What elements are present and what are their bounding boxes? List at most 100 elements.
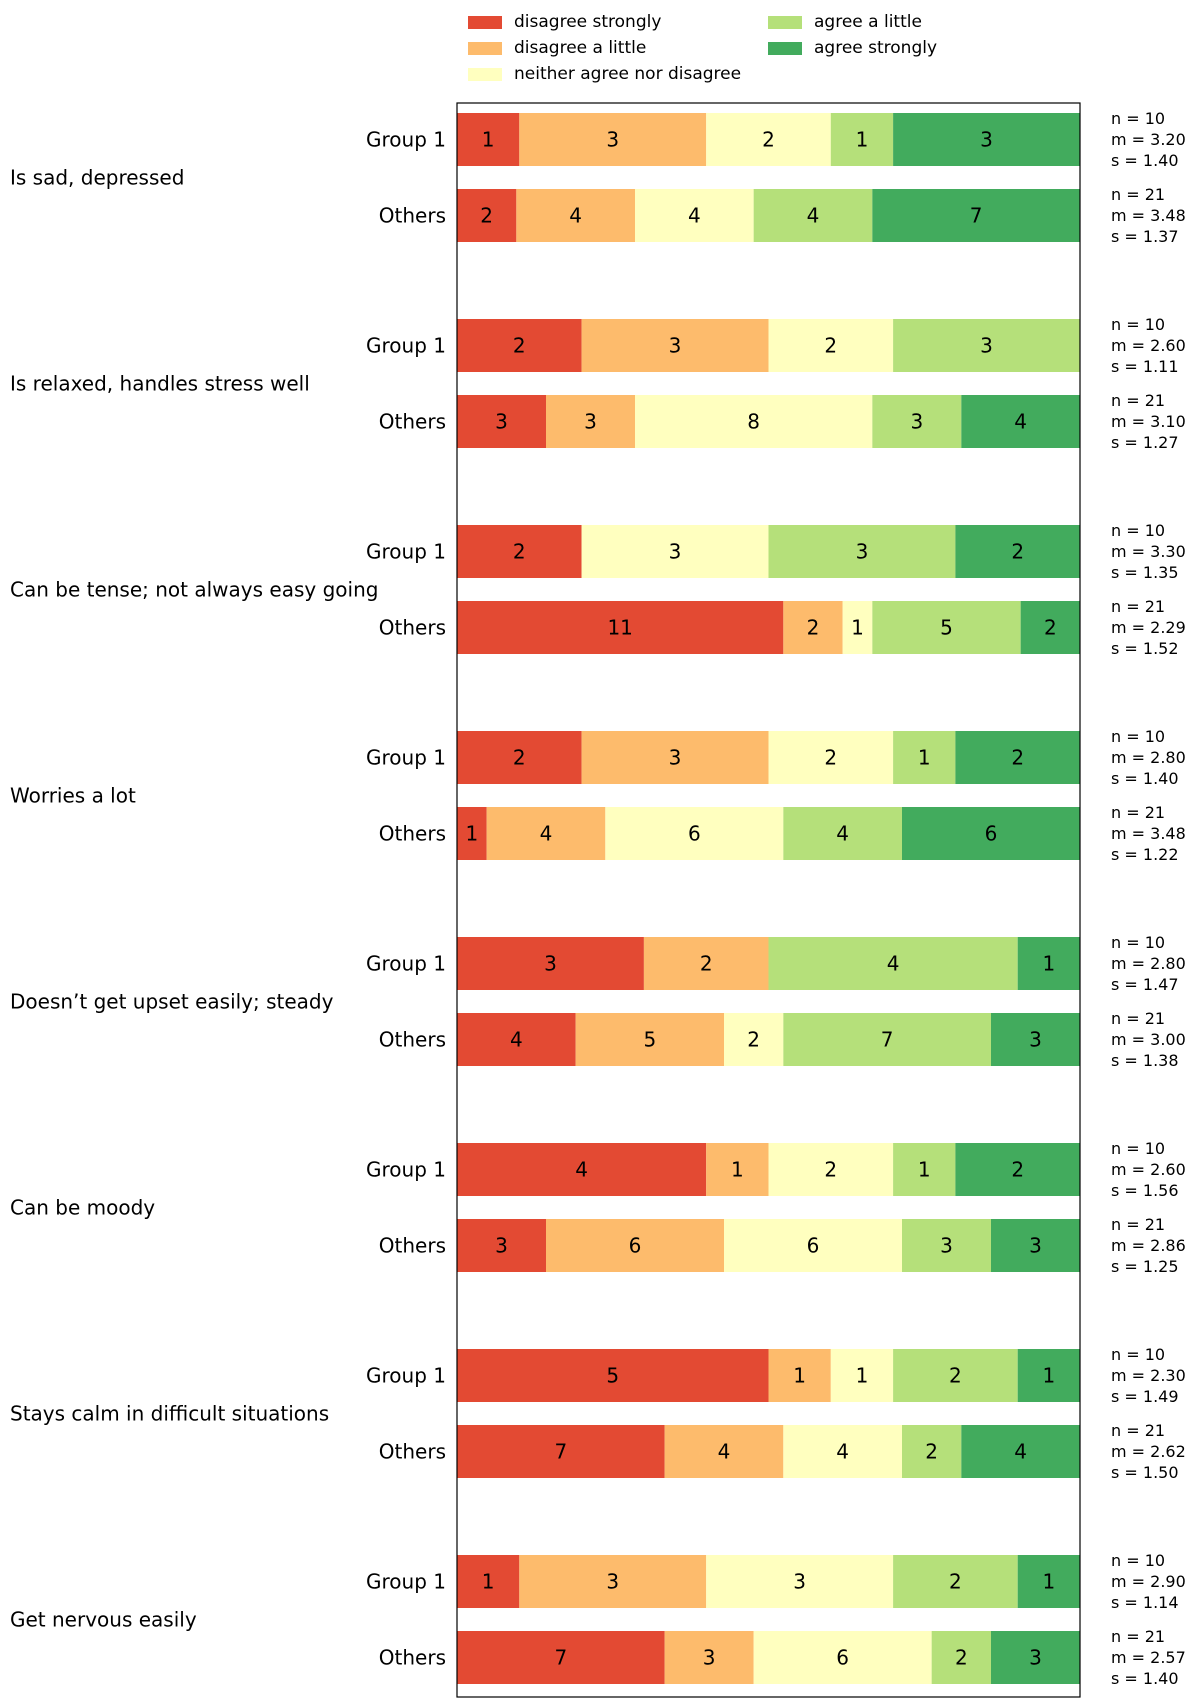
- bar-segment: [457, 395, 546, 448]
- stat-label: m = 3.48: [1111, 206, 1186, 225]
- stat-label: m = 3.10: [1111, 412, 1186, 431]
- segment-label: 1: [1042, 1570, 1055, 1594]
- segment-label: 2: [949, 1364, 962, 1388]
- bar-segment: [724, 1219, 902, 1272]
- stat-label: s = 1.25: [1111, 1257, 1179, 1276]
- segment-label: 7: [881, 1028, 894, 1052]
- bar-segment: [724, 1013, 784, 1066]
- group-label: Group 1: [366, 1158, 446, 1182]
- stat-label: n = 10: [1111, 1345, 1165, 1364]
- bar-segment: [516, 189, 635, 242]
- segment-label: 4: [1014, 1440, 1027, 1464]
- segment-label: 1: [482, 128, 495, 152]
- segment-label: 2: [1011, 540, 1024, 564]
- segment-label: 3: [910, 410, 923, 434]
- bar-segment: [706, 113, 831, 166]
- bar-segment: [457, 525, 582, 578]
- bar-segment: [457, 1013, 576, 1066]
- bar-segment: [991, 1219, 1080, 1272]
- group-label: Group 1: [366, 128, 446, 152]
- segment-label: 3: [584, 410, 597, 434]
- segment-label: 1: [465, 822, 478, 846]
- stat-label: n = 21: [1111, 391, 1165, 410]
- segment-label: 3: [669, 334, 682, 358]
- bar-segment: [1017, 1555, 1080, 1608]
- segment-label: 1: [731, 1158, 744, 1182]
- legend-swatch: [468, 67, 502, 81]
- segment-label: 3: [669, 540, 682, 564]
- stat-label: m = 2.80: [1111, 748, 1186, 767]
- bar-segment: [893, 1349, 1018, 1402]
- legend-label: disagree a little: [514, 38, 647, 58]
- bar-segment: [519, 1555, 707, 1608]
- segment-label: 5: [606, 1364, 619, 1388]
- bar-segment: [457, 1555, 520, 1608]
- bar-segment: [581, 731, 769, 784]
- stat-label: n = 10: [1111, 1139, 1165, 1158]
- bar-segment: [991, 1013, 1080, 1066]
- group-label: Others: [379, 616, 446, 640]
- segment-label: 4: [887, 952, 900, 976]
- segment-label: 2: [1011, 1158, 1024, 1182]
- legend: disagree strongly disagree a little neit…: [468, 12, 1028, 90]
- segment-label: 6: [836, 1646, 849, 1670]
- stat-label: s = 1.38: [1111, 1051, 1179, 1070]
- bar-segment: [872, 395, 962, 448]
- segment-label: 2: [1011, 746, 1024, 770]
- stat-label: s = 1.49: [1111, 1387, 1179, 1406]
- segment-label: 4: [836, 822, 849, 846]
- bar-segment: [546, 395, 635, 448]
- bar-segment: [893, 1143, 956, 1196]
- segment-label: 6: [807, 1234, 820, 1258]
- segment-label: 5: [643, 1028, 656, 1052]
- bar-segment: [768, 1143, 894, 1196]
- group-label: Others: [379, 204, 446, 228]
- segment-label: 2: [513, 334, 526, 358]
- stat-label: n = 21: [1111, 1627, 1165, 1646]
- bar-segment: [457, 189, 517, 242]
- segment-label: 5: [940, 616, 953, 640]
- bar-segment: [664, 1631, 754, 1684]
- segment-label: 2: [824, 1158, 837, 1182]
- segment-label: 2: [513, 540, 526, 564]
- question-label: Can be tense; not always easy going: [10, 578, 378, 602]
- segment-label: 6: [688, 822, 701, 846]
- segment-label: 3: [1029, 1234, 1042, 1258]
- segment-label: 3: [495, 1234, 508, 1258]
- stat-label: n = 10: [1111, 727, 1165, 746]
- segment-label: 4: [540, 822, 553, 846]
- bar-segment: [457, 601, 784, 654]
- stat-label: s = 1.27: [1111, 433, 1179, 452]
- segment-label: 3: [1029, 1028, 1042, 1052]
- bar-segment: [457, 1219, 546, 1272]
- bar-segment: [955, 1143, 1080, 1196]
- question-label: Stays calm in difficult situations: [10, 1402, 329, 1426]
- bar-segment: [546, 1219, 724, 1272]
- group-label: Others: [379, 822, 446, 846]
- bar-segment: [768, 319, 894, 372]
- stat-label: s = 1.50: [1111, 1463, 1179, 1482]
- segment-label: 2: [949, 1570, 962, 1594]
- stat-label: s = 1.56: [1111, 1181, 1179, 1200]
- segment-label: 4: [688, 204, 701, 228]
- question-label: Doesn’t get upset easily; steady: [10, 990, 334, 1014]
- segment-label: 2: [824, 334, 837, 358]
- bar-segment: [830, 113, 894, 166]
- question-label: Get nervous easily: [10, 1608, 197, 1632]
- segment-label: 8: [747, 410, 760, 434]
- segment-label: 1: [918, 1158, 931, 1182]
- question-label: Can be moody: [10, 1196, 155, 1220]
- segment-label: 3: [856, 540, 869, 564]
- bar-segment: [635, 395, 873, 448]
- bar-segment: [783, 601, 843, 654]
- bar-segment: [575, 1013, 724, 1066]
- bar-segment: [643, 937, 769, 990]
- question-label: Worries a lot: [10, 784, 136, 808]
- segment-label: 3: [669, 746, 682, 770]
- segment-label: 3: [544, 952, 557, 976]
- bar-segment: [931, 1631, 991, 1684]
- bar-segment: [581, 525, 769, 578]
- legend-swatch: [468, 15, 502, 29]
- bar-segment: [605, 807, 784, 860]
- group-label: Others: [379, 1234, 446, 1258]
